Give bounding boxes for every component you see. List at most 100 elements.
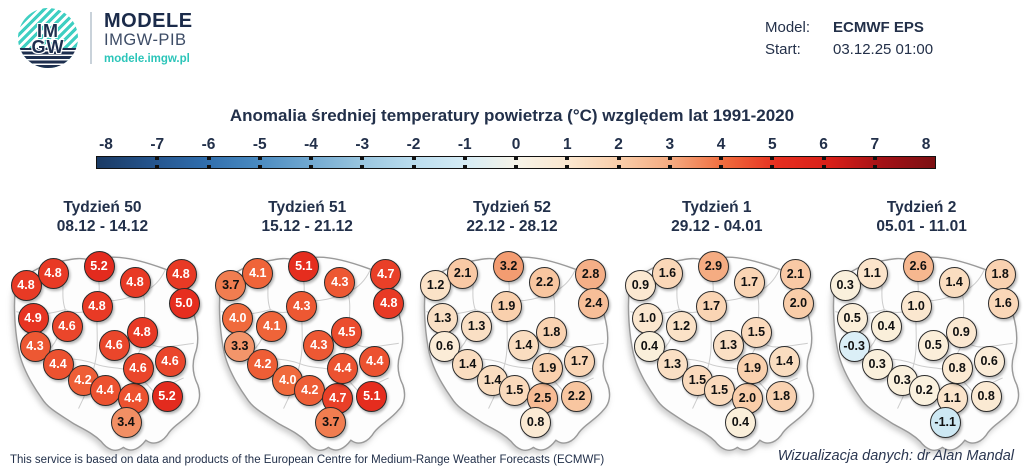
colorbar-tick-mark <box>257 157 262 160</box>
anomaly-badge: 1.7 <box>733 266 765 298</box>
anomaly-badge: 1.2 <box>665 310 697 342</box>
anomaly-badge: 1.0 <box>631 302 663 334</box>
brand-name: MODELE <box>104 9 193 32</box>
colorbar-tick-mark <box>360 165 365 168</box>
anomaly-badge: 4.6 <box>51 310 83 342</box>
anomaly-badge: 4.8 <box>10 269 42 301</box>
anomaly-badge: 1.4 <box>508 329 540 361</box>
logo-divider <box>90 12 92 64</box>
week-panel-tydzie-50: Tydzień 50 08.12 - 14.12 <box>0 198 205 460</box>
colorbar-tick-mark <box>770 165 775 168</box>
anomaly-badge: 2.4 <box>578 287 610 319</box>
anomaly-badge: 0.2 <box>908 374 940 406</box>
anomaly-badge: -1.1 <box>929 406 961 438</box>
colorbar-tick-label: 0 <box>511 136 521 153</box>
anomaly-badge: 0.5 <box>917 329 949 361</box>
colorbar-tick-mark <box>719 157 723 160</box>
anomaly-badge: 2.0 <box>782 287 814 319</box>
anomaly-badge: 1.5 <box>740 316 772 348</box>
week-label: Tydzień 1 <box>682 199 752 216</box>
anomaly-badge: 3.2 <box>493 250 525 282</box>
colorbar-tick-mark <box>155 165 160 168</box>
anomaly-badge: 1.6 <box>651 257 683 289</box>
weekly-maps-row: Tydzień 50 08.12 - 14.12 <box>0 198 1024 460</box>
colorbar-tick-mark <box>565 157 570 160</box>
anomaly-badge: 0.9 <box>624 269 656 301</box>
anomaly-badge: 0.3 <box>829 269 861 301</box>
week-dates: 22.12 - 28.12 <box>466 218 558 235</box>
logo-text-gw: GW <box>31 37 65 57</box>
anomaly-badge: 4.0 <box>222 302 254 334</box>
model-label: Model: <box>765 19 811 36</box>
poland-map: 4.8 4.8 5.2 4.8 4.8 5.0 4.8 4.9 4.6 4.8 4.3 4.6 4.4 4… <box>0 248 204 460</box>
anomaly-badge: 1.4 <box>938 266 970 298</box>
colorbar-tick-mark <box>821 165 826 168</box>
anomaly-badge: 4.3 <box>324 266 356 298</box>
colorbar-tick-label: -8 <box>99 136 113 153</box>
poland-map: 0.3 1.1 2.6 1.4 1.8 1.6 1.0 0.5 0.4 0.9 -0.3 0.5 0.3… <box>819 248 1023 460</box>
colorbar-tick-mark <box>616 165 621 168</box>
anomaly-badge: 2.6 <box>902 250 934 282</box>
week-panel-tydzie-51: Tydzień 51 15.12 - 21.12 <box>205 198 410 460</box>
colorbar-tick-label: -3 <box>355 136 370 153</box>
week-label: Tydzień 52 <box>472 199 552 216</box>
anomaly-badge: 1.3 <box>461 310 493 342</box>
anomaly-badge: 1.8 <box>536 316 568 348</box>
colorbar-tick-mark <box>667 165 672 168</box>
anomaly-badge: 1.5 <box>499 374 531 406</box>
anomaly-badge: 0.4 <box>633 330 665 362</box>
colorbar-tick-mark <box>206 157 211 160</box>
anomaly-badge: 0.8 <box>970 380 1002 412</box>
anomaly-badge: 4.4 <box>89 374 121 406</box>
week-label: Tydzień 50 <box>63 199 142 216</box>
colorbar-tick-label: 6 <box>819 136 828 153</box>
anomaly-badge: 4.8 <box>37 257 69 289</box>
anomaly-badge: 1.9 <box>491 290 523 322</box>
figure-title: Anomalia średniej temperatury powietrza … <box>229 106 795 125</box>
colorbar-tick-label: 7 <box>870 136 880 153</box>
colorbar-tick-label: -6 <box>201 136 216 153</box>
colorbar-tick-mark <box>411 157 416 160</box>
colorbar-tick-mark <box>155 157 160 160</box>
start-label: Start: <box>765 41 801 58</box>
anomaly-badge: 0.6 <box>973 345 1005 377</box>
anomaly-badge: 4.6 <box>154 345 186 377</box>
colorbar-tick-mark <box>309 165 313 168</box>
colorbar-tick-mark <box>206 165 211 168</box>
anomaly-badge: 4.4 <box>359 345 391 377</box>
colorbar-tick-label: -1 <box>457 136 472 153</box>
anomaly-badge: 1.4 <box>768 345 800 377</box>
anomaly-badge: 3.7 <box>215 269 247 301</box>
anomaly-badge: 4.3 <box>286 290 318 322</box>
anomaly-badge: 4.8 <box>119 266 151 298</box>
model-info: Model: ECMWF EPS Start: 03.12.25 01:00 <box>765 17 933 61</box>
anomaly-badge: 2.1 <box>779 258 811 290</box>
colorbar-tick-label: -7 <box>150 136 165 153</box>
colorbar-tick-label: 5 <box>767 136 777 153</box>
colorbar-ticks <box>106 157 926 168</box>
poland-map: 1.2 2.1 3.2 2.2 2.8 2.4 1.9 1.3 1.3 1.8 0.6 1.4 1.4 1… <box>410 248 614 460</box>
anomaly-badge: 0.5 <box>836 302 868 334</box>
anomaly-badge: 1.7 <box>695 290 727 322</box>
colorbar <box>96 156 936 169</box>
colorbar-tick-mark <box>411 165 416 168</box>
anomaly-badge: 4.8 <box>165 258 197 290</box>
poland-map: 0.9 1.6 2.9 1.7 2.1 2.0 1.7 1.0 1.2 1.5 0.4 1.3 1.3 1… <box>614 248 818 460</box>
colorbar-tick-mark <box>872 165 877 168</box>
colorbar-tick-label: -5 <box>252 136 267 153</box>
anomaly-badge: 1.7 <box>564 345 596 377</box>
colorbar-tick-mark <box>360 157 365 160</box>
colorbar-tick-label: 4 <box>716 136 726 153</box>
anomaly-badge: 4.1 <box>242 257 274 289</box>
anomaly-badge: 2.9 <box>697 250 729 282</box>
colorbar-tick-mark <box>565 165 570 168</box>
anomaly-badge: 2.1 <box>447 257 479 289</box>
anomaly-badge: 1.9 <box>532 352 564 384</box>
colorbar-labels: -8 -7 -6 -5 -4 -3 -2 -1 0 1 2 3 4 5 6 7 8 <box>99 136 930 154</box>
anomaly-badge: 4.8 <box>373 287 405 319</box>
anomaly-badge: 2.2 <box>529 266 561 298</box>
week-panel-tydzie-52: Tydzień 52 22.12 - 28.12 <box>410 198 615 460</box>
anomaly-badge: 4.3 <box>303 329 335 361</box>
anomaly-badge: 1.9 <box>736 352 768 384</box>
colorbar-tick-label: 1 <box>562 136 572 153</box>
